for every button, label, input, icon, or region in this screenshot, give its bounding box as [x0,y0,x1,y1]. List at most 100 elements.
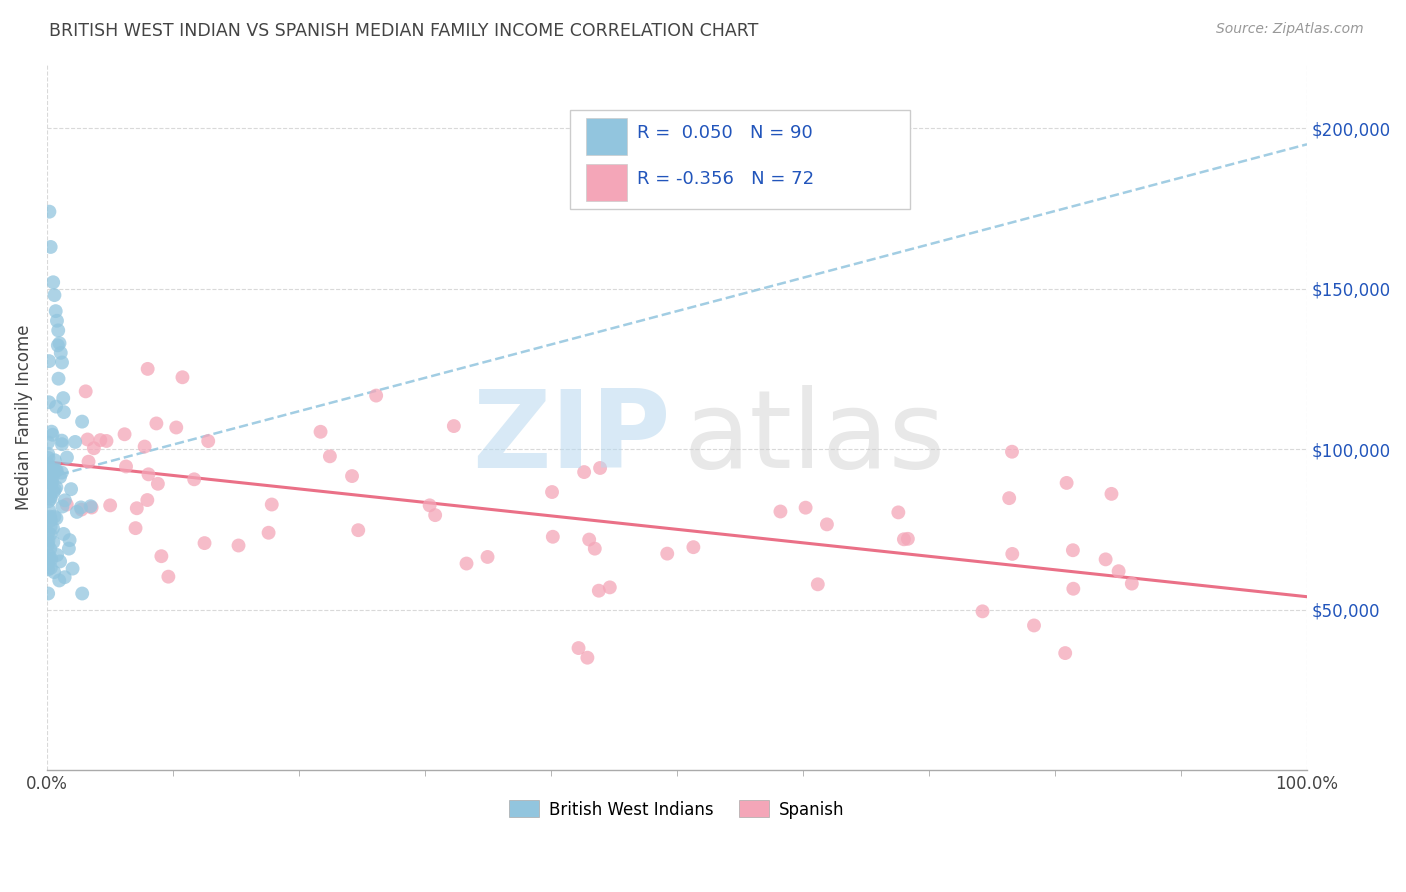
Point [228,539,250,553]
Point [37,435,59,450]
Point [576,650,599,665]
Point [38,510,60,524]
Point [38,494,60,508]
Point [45,463,67,477]
Point [319,450,342,464]
Point [150,549,173,564]
Point [79,500,101,514]
Point [46,323,69,337]
Point [37,457,59,471]
Point [83,442,105,456]
Point [39,461,62,475]
Point [44,288,66,302]
Legend: British West Indians, Spanish: British West Indians, Spanish [503,794,851,825]
Point [45,480,67,494]
Point [125,501,148,516]
Point [45,463,67,477]
Point [114,427,136,442]
Point [682,540,704,554]
Point [1062,543,1084,558]
Point [165,420,187,434]
Point [807,577,830,591]
Point [37,557,59,571]
Point [39,520,62,534]
Point [42,535,65,549]
Point [1054,646,1077,660]
Point [37,467,59,482]
Point [183,472,205,486]
Point [134,440,156,454]
Point [136,362,159,376]
Point [39,491,62,506]
Point [41,475,63,489]
Point [347,523,370,537]
Point [1101,487,1123,501]
Point [39,513,62,527]
Point [37,562,59,576]
Point [55,498,77,512]
Point [172,370,194,384]
Point [45,304,67,318]
Point [37,525,59,540]
Point [48,574,70,588]
Point [541,530,564,544]
Point [44,565,66,579]
Point [37,466,59,480]
Point [89,433,111,447]
Point [972,604,994,618]
Point [794,500,817,515]
Point [38,548,60,562]
Point [41,427,63,442]
Point [309,425,332,439]
Point [42,470,65,484]
Point [887,505,910,519]
Point [38,477,60,491]
Point [80,500,103,515]
Point [39,240,62,254]
Point [897,532,920,546]
Point [443,419,465,434]
Point [38,460,60,475]
Point [51,437,73,451]
Point [1022,618,1045,632]
Point [70,502,93,516]
Point [340,469,363,483]
Point [45,511,67,525]
Point [60,482,83,496]
Point [1001,547,1024,561]
Point [58,533,80,548]
Point [1121,576,1143,591]
FancyBboxPatch shape [586,164,627,201]
Point [38,503,60,517]
Point [37,586,59,600]
Point [52,527,75,541]
Point [70,415,93,429]
Point [41,476,63,491]
Text: BRITISH WEST INDIAN VS SPANISH MEDIAN FAMILY INCOME CORRELATION CHART: BRITISH WEST INDIAN VS SPANISH MEDIAN FA… [49,22,759,40]
Point [66,505,89,519]
Point [63,434,86,449]
Point [49,346,72,360]
Point [477,549,499,564]
Point [1056,475,1078,490]
Text: R = -0.356   N = 72: R = -0.356 N = 72 [637,170,814,188]
Point [260,498,283,512]
Point [1094,552,1116,566]
Point [815,517,838,532]
Point [49,554,72,568]
Point [62,561,84,575]
Point [98,499,121,513]
Text: atlas: atlas [683,385,945,491]
Point [589,461,612,475]
Point [39,527,62,541]
Point [578,533,600,547]
Point [41,552,63,566]
Point [56,450,79,465]
Y-axis label: Median Family Income: Median Family Income [15,325,32,510]
Point [48,336,70,351]
Point [42,521,65,535]
Point [37,460,59,475]
Point [42,484,65,499]
Point [138,467,160,482]
Point [53,493,76,508]
